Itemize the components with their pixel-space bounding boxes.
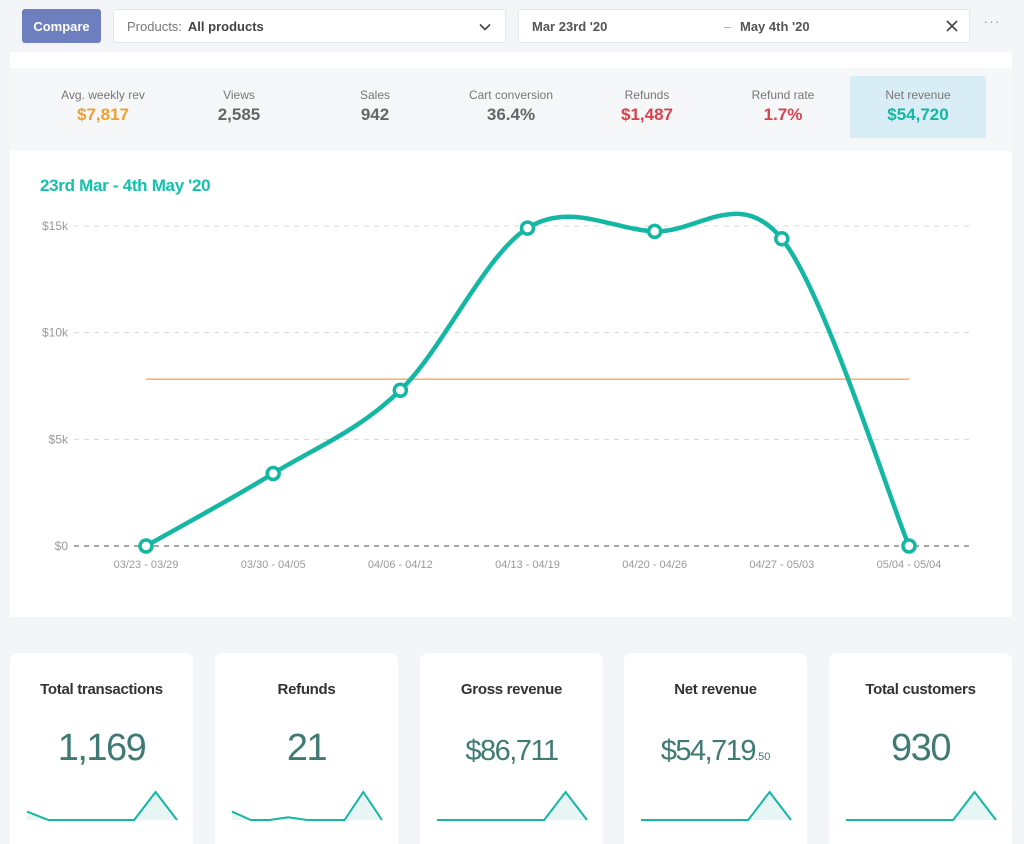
net-revenue-chart: $0 $5k $10k $15k 03/23 - 03/29 03/30 - 04/05 0… xyxy=(42,211,970,571)
data-point xyxy=(901,538,917,554)
data-point xyxy=(138,538,154,554)
kpi-refunds[interactable]: Refunds $1,487 xyxy=(579,76,715,138)
card-title: Net revenue xyxy=(674,681,757,698)
card-title: Total transactions xyxy=(40,681,163,698)
sparkline-line xyxy=(846,790,997,821)
card-value: 21 xyxy=(286,727,328,769)
compare-button[interactable]: Compare xyxy=(22,9,101,43)
data-point xyxy=(265,465,281,482)
products-select-label: Products: xyxy=(127,18,182,34)
data-point xyxy=(392,382,409,399)
kpi-net-revenue[interactable]: Net revenue $54,720 xyxy=(850,76,986,138)
y-tick-label: $0 xyxy=(55,539,69,553)
sparkline xyxy=(437,790,588,821)
y-tick-label: $15k xyxy=(42,219,69,233)
kpi-title: Net revenue xyxy=(885,88,951,102)
sparkline-line xyxy=(231,790,383,821)
sparkline-area xyxy=(437,792,587,820)
data-point xyxy=(646,223,663,240)
sparkline-line xyxy=(26,790,178,821)
kpi-value: 2,585 xyxy=(217,105,261,124)
kpi-strip: Avg. weekly rev $7,817 Views 2,585 Sales 942 C… xyxy=(10,68,1012,151)
sparkline-area xyxy=(641,792,791,820)
date-to[interactable]: May 4th '20 xyxy=(740,19,810,34)
sparkline-area xyxy=(846,792,996,820)
y-tick-label: $10k xyxy=(42,326,69,340)
kpi-title: Refunds xyxy=(624,88,670,102)
date-range-picker[interactable]: Mar 23rd '20 – May 4th '20 xyxy=(518,9,970,43)
close-icon[interactable] xyxy=(945,19,959,33)
date-from[interactable]: Mar 23rd '20 xyxy=(532,19,608,34)
card-value: 930 xyxy=(891,727,951,769)
products-select[interactable]: Products: All products xyxy=(113,9,506,43)
date-separator: – xyxy=(724,19,732,34)
kpi-refund-rate[interactable]: Refund rate 1.7% xyxy=(715,76,851,138)
sparkline-line xyxy=(437,790,588,821)
products-select-value: All products xyxy=(187,18,264,34)
card-value-cents: .50 xyxy=(755,751,771,763)
kpi-value: 36.4% xyxy=(486,105,536,124)
kpi-title: Refund rate xyxy=(751,88,815,102)
y-tick-label: $5k xyxy=(49,432,69,446)
data-point xyxy=(774,231,790,247)
kpi-title: Views xyxy=(223,88,255,102)
sparkline xyxy=(26,790,178,821)
more-options-button[interactable]: ··· xyxy=(983,13,1001,29)
card-value: 1,169 xyxy=(57,727,147,769)
sparkline xyxy=(231,790,383,821)
x-tick-label: 04/20 - 04/26 xyxy=(622,559,687,571)
chevron-down-icon xyxy=(479,23,491,31)
card-title: Refunds xyxy=(277,681,336,698)
card-value: $54,719.50 xyxy=(660,735,771,767)
card-total-customers[interactable]: Total customers 930 xyxy=(829,653,1012,844)
sparkline xyxy=(846,790,997,821)
card-gross-revenue[interactable]: Gross revenue $86,711 xyxy=(420,653,603,844)
card-title: Total customers xyxy=(865,681,976,698)
kpi-value: 942 xyxy=(360,105,390,124)
card-total-transactions[interactable]: Total transactions 1,169 xyxy=(10,653,193,844)
sparkline-line xyxy=(641,790,792,821)
kpi-value: $1,487 xyxy=(621,105,673,124)
kpi-value: 1.7% xyxy=(763,105,803,124)
kpi-views[interactable]: Views 2,585 xyxy=(171,76,307,138)
kpi-cart-conversion[interactable]: Cart conversion 36.4% xyxy=(443,76,579,138)
card-refunds[interactable]: Refunds 21 xyxy=(215,653,398,844)
sparkline xyxy=(641,790,792,821)
kpi-title: Cart conversion xyxy=(468,88,554,102)
x-tick-label: 04/06 - 04/12 xyxy=(368,559,433,571)
data-point xyxy=(519,220,536,236)
sparkline-area xyxy=(232,792,382,820)
x-tick-label: 03/30 - 04/05 xyxy=(241,559,306,571)
toolbar: Compare Products: All products Mar 23rd … xyxy=(0,0,1024,52)
sparkline-area xyxy=(27,792,177,820)
kpi-title: Sales xyxy=(359,88,391,102)
kpi-sales[interactable]: Sales 942 xyxy=(307,76,443,138)
x-tick-label: 04/13 - 04/19 xyxy=(495,559,560,571)
card-title: Gross revenue xyxy=(460,681,563,698)
x-tick-label: 05/04 - 05/04 xyxy=(877,559,942,571)
x-tick-label: 03/23 - 03/29 xyxy=(114,559,179,571)
chart-title: 23rd Mar - 4th May '20 xyxy=(40,176,211,195)
kpi-value: $7,817 xyxy=(77,105,129,124)
kpi-value: $54,720 xyxy=(887,105,949,124)
card-value: $86,711 xyxy=(465,735,559,767)
x-tick-label: 04/27 - 05/03 xyxy=(749,559,814,571)
card-net-revenue[interactable]: Net revenue $54,719.50 xyxy=(624,653,807,844)
kpi-avg-weekly-rev[interactable]: Avg. weekly rev $7,817 xyxy=(35,76,171,138)
kpi-title: Avg. weekly rev xyxy=(61,88,145,102)
